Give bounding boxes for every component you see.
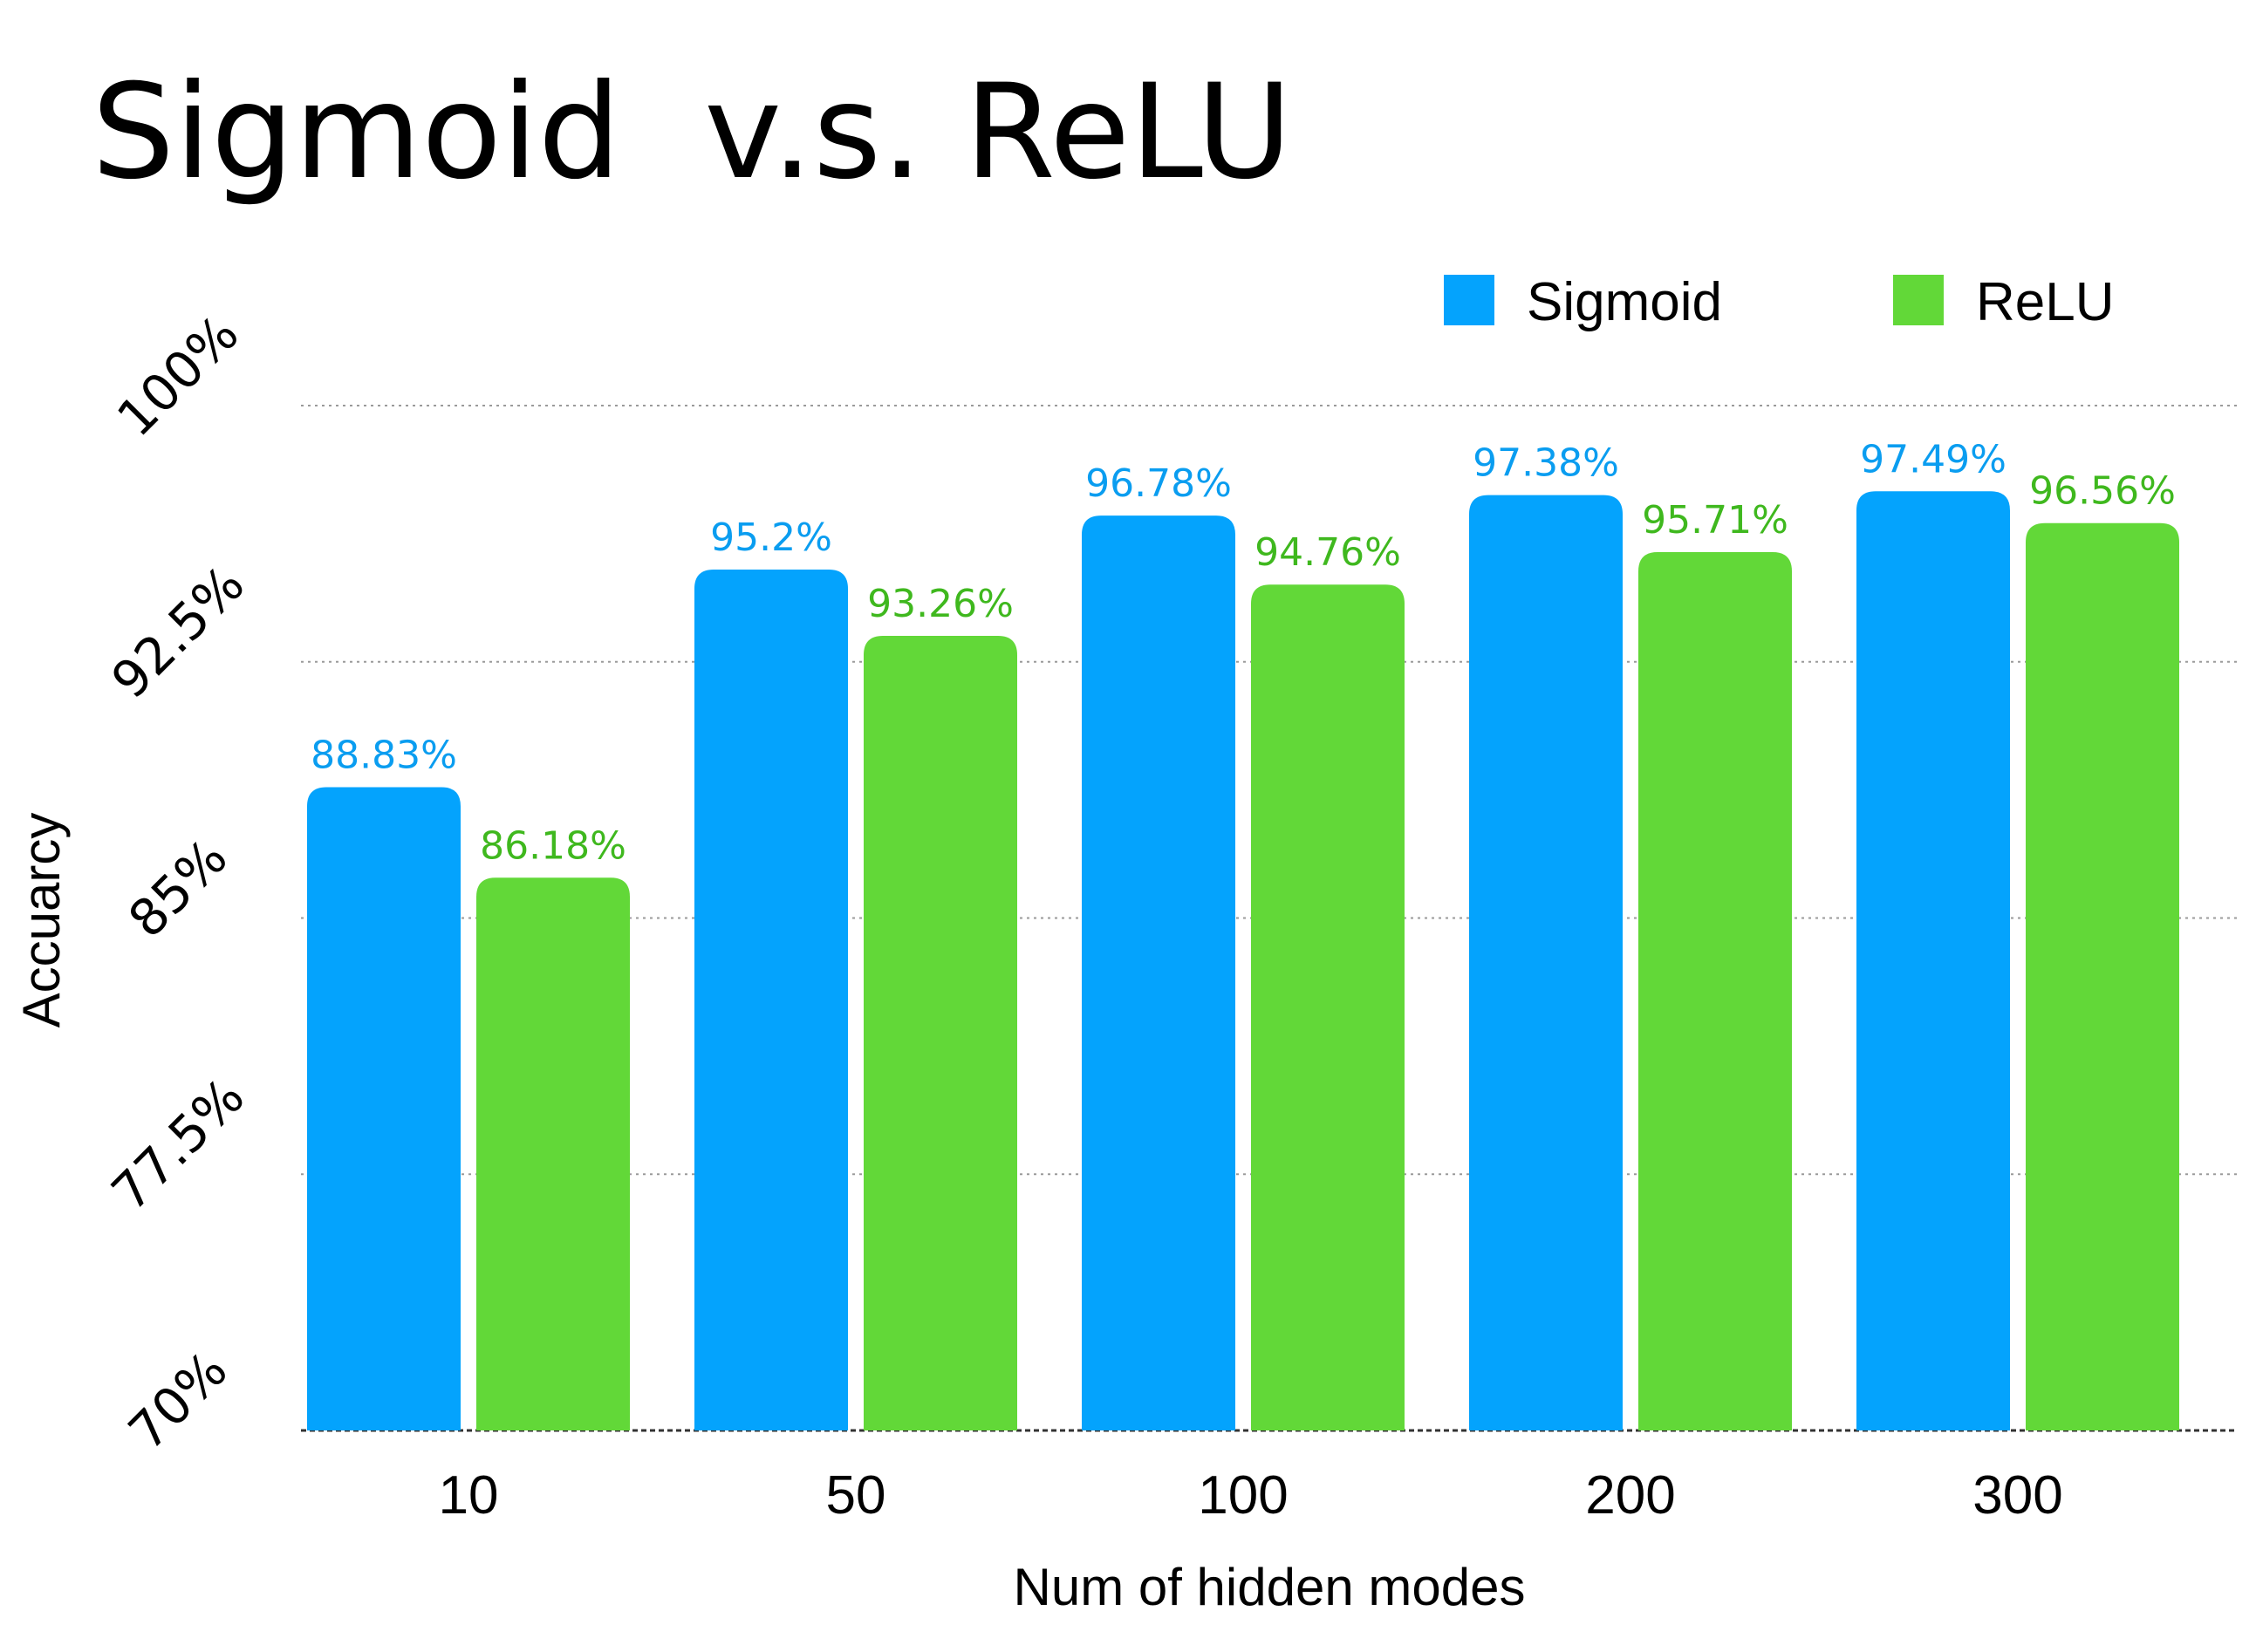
bar-sigmoid-50 bbox=[694, 570, 848, 1430]
data-label-relu-100: 94.76% bbox=[1254, 530, 1401, 575]
x-tick-label: 100 bbox=[1198, 1465, 1288, 1526]
y-tick-label: 92.5% bbox=[100, 554, 256, 709]
data-label-sigmoid-10: 88.83% bbox=[311, 733, 457, 777]
bar-relu-300 bbox=[2026, 522, 2179, 1430]
x-tick-label: 300 bbox=[1972, 1465, 2062, 1526]
x-tick-label: 50 bbox=[826, 1465, 886, 1526]
y-axis-label: Accuarcy bbox=[12, 813, 71, 1028]
bar-sigmoid-100 bbox=[1082, 515, 1235, 1430]
data-label-sigmoid-200: 97.38% bbox=[1473, 441, 1619, 486]
y-tick-label: 70% bbox=[117, 1340, 238, 1461]
chart-title: Sigmoid v.s. ReLU bbox=[92, 57, 1293, 208]
bar-relu-100 bbox=[1251, 584, 1405, 1430]
bar-sigmoid-300 bbox=[1856, 491, 2010, 1430]
x-axis-ticks: 10 50 100 200 300 bbox=[439, 1465, 2063, 1526]
y-tick-label: 100% bbox=[106, 304, 250, 447]
data-label-relu-200: 95.71% bbox=[1642, 498, 1788, 543]
legend-label-sigmoid: Sigmoid bbox=[1527, 272, 1722, 332]
bar-sigmoid-10 bbox=[307, 787, 461, 1430]
legend-swatch-sigmoid bbox=[1444, 275, 1494, 325]
bar-relu-200 bbox=[1638, 552, 1792, 1430]
legend-swatch-relu bbox=[1893, 275, 1944, 325]
y-axis-ticks: 70% 77.5% 85% 92.5% 100% bbox=[100, 304, 256, 1461]
data-label-relu-50: 93.26% bbox=[867, 582, 1014, 626]
bars bbox=[307, 491, 2179, 1430]
data-label-sigmoid-100: 96.78% bbox=[1085, 461, 1232, 506]
y-tick-label: 77.5% bbox=[100, 1067, 256, 1222]
x-tick-label: 200 bbox=[1585, 1465, 1675, 1526]
bar-relu-50 bbox=[864, 635, 1017, 1430]
legend: Sigmoid ReLU bbox=[1444, 272, 2115, 332]
data-label-relu-300: 96.56% bbox=[2029, 469, 2176, 514]
bar-relu-10 bbox=[476, 877, 630, 1430]
bar-sigmoid-200 bbox=[1469, 495, 1623, 1430]
data-label-sigmoid-300: 97.49% bbox=[1860, 437, 2006, 481]
data-labels: 88.83% 86.18% 95.2% 93.26% 96.78% 94.76% 97.38… bbox=[311, 437, 2176, 868]
y-tick-label: 85% bbox=[117, 828, 238, 949]
data-label-sigmoid-50: 95.2% bbox=[710, 515, 832, 560]
legend-label-relu: ReLU bbox=[1976, 272, 2115, 332]
x-axis-label: Num of hidden modes bbox=[1014, 1558, 1526, 1616]
data-label-relu-10: 86.18% bbox=[480, 823, 626, 868]
x-tick-label: 10 bbox=[439, 1465, 499, 1526]
